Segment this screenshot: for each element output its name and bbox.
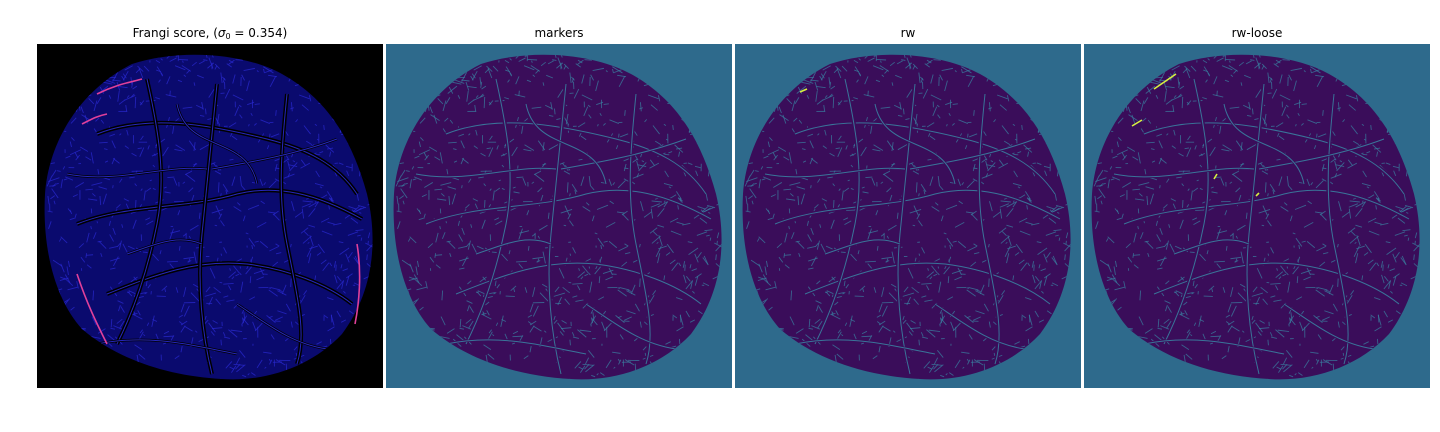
rw-loose-panel-title: rw-loose <box>1231 26 1283 40</box>
highlight-segment <box>76 273 108 345</box>
highlight-segment <box>1213 173 1218 180</box>
highlight-segment <box>1131 119 1143 127</box>
tissue-region <box>44 54 373 380</box>
rw-image <box>735 44 1081 388</box>
highlight-segment <box>1255 192 1260 197</box>
markers-image <box>386 44 732 388</box>
highlight-segment <box>799 88 808 93</box>
vessel-network <box>393 54 722 380</box>
markers-image-svg <box>386 44 732 388</box>
tissue-region <box>1091 54 1420 380</box>
highlight-segment <box>96 78 143 95</box>
markers-panel-title: markers <box>534 26 584 40</box>
frangi-panel-title: Frangi score, (σ0 = 0.354) <box>37 26 383 41</box>
rw-image-svg <box>735 44 1081 388</box>
rw-loose-image-svg <box>1084 44 1430 388</box>
frangi-title-prefix: Frangi score, ( <box>132 26 218 40</box>
highlight-segment <box>1153 73 1177 90</box>
tissue-region <box>393 54 722 380</box>
tissue-region <box>742 54 1071 380</box>
frangi-title-sigma: σ <box>217 26 226 40</box>
highlight-segment <box>354 243 361 325</box>
rw-loose-image <box>1084 44 1430 388</box>
frangi-image-svg <box>37 44 383 388</box>
frangi-title-value: = 0.354) <box>230 26 288 40</box>
frangi-image <box>37 44 383 388</box>
frangi-title-sigma-sub: 0 <box>225 32 231 41</box>
rw-panel-title: rw <box>900 26 916 40</box>
highlight-segment <box>81 113 108 125</box>
